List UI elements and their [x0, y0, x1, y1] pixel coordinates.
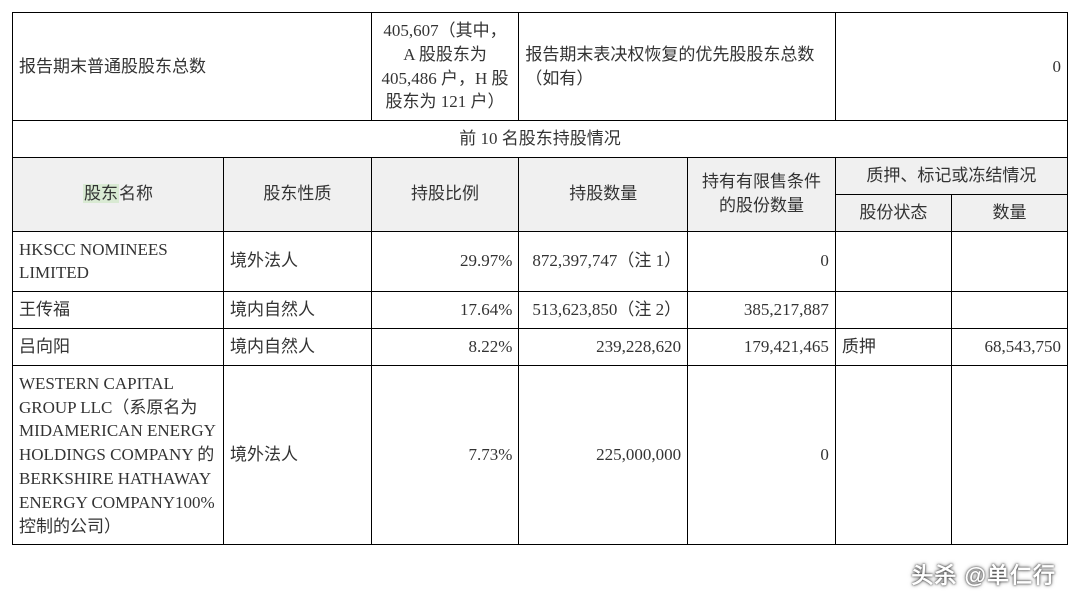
- table-row: WESTERN CAPITAL GROUP LLC（系原名为 MIDAMERIC…: [13, 365, 1068, 545]
- cell-restricted: 385,217,887: [688, 292, 836, 329]
- col-name: 股东名称: [13, 157, 224, 231]
- cell-ratio: 17.64%: [371, 292, 519, 329]
- cell-pqty: [951, 292, 1067, 329]
- cell-name: 王传福: [13, 292, 224, 329]
- watermark: 头杀 @单仁行: [911, 558, 1056, 590]
- cell-name: HKSCC NOMINEES LIMITED: [13, 231, 224, 292]
- summary-right-label: 报告期末表决权恢复的优先股股东总数（如有）: [519, 13, 835, 121]
- cell-qty: 872,397,747（注 1）: [519, 231, 688, 292]
- cell-pqty: [951, 365, 1067, 545]
- col-pledge-group: 质押、标记或冻结情况: [835, 157, 1067, 194]
- cell-nature: 境内自然人: [224, 328, 372, 365]
- summary-row: 报告期末普通股股东总数 405,607（其中，A 股股东为 405,486 户，…: [13, 13, 1068, 121]
- cell-nature: 境外法人: [224, 365, 372, 545]
- header-row-1: 股东名称 股东性质 持股比例 持股数量 持有有限售条件的股份数量 质押、标记或冻…: [13, 157, 1068, 194]
- col-qty: 持股数量: [519, 157, 688, 231]
- section-title: 前 10 名股东持股情况: [13, 121, 1068, 158]
- col-pledge-qty: 数量: [951, 194, 1067, 231]
- cell-qty: 239,228,620: [519, 328, 688, 365]
- cell-status: [835, 231, 951, 292]
- table-row: 吕向阳 境内自然人 8.22% 239,228,620 179,421,465 …: [13, 328, 1068, 365]
- cell-nature: 境外法人: [224, 231, 372, 292]
- col-ratio: 持股比例: [371, 157, 519, 231]
- cell-status: [835, 292, 951, 329]
- cell-restricted: 179,421,465: [688, 328, 836, 365]
- cell-status: [835, 365, 951, 545]
- cell-qty: 225,000,000: [519, 365, 688, 545]
- shareholder-table: 报告期末普通股股东总数 405,607（其中，A 股股东为 405,486 户，…: [12, 12, 1068, 545]
- cell-nature: 境内自然人: [224, 292, 372, 329]
- cell-ratio: 29.97%: [371, 231, 519, 292]
- cell-restricted: 0: [688, 365, 836, 545]
- cell-pqty: [951, 231, 1067, 292]
- cell-qty: 513,623,850（注 2）: [519, 292, 688, 329]
- col-name-hl: 股东: [83, 184, 119, 203]
- table-row: 王传福 境内自然人 17.64% 513,623,850（注 2） 385,21…: [13, 292, 1068, 329]
- col-restricted: 持有有限售条件的股份数量: [688, 157, 836, 231]
- cell-restricted: 0: [688, 231, 836, 292]
- cell-ratio: 8.22%: [371, 328, 519, 365]
- summary-right-value: 0: [835, 13, 1067, 121]
- col-name-rest: 名称: [119, 184, 153, 203]
- table-row: HKSCC NOMINEES LIMITED 境外法人 29.97% 872,3…: [13, 231, 1068, 292]
- cell-pqty: 68,543,750: [951, 328, 1067, 365]
- summary-left-label: 报告期末普通股股东总数: [13, 13, 372, 121]
- col-pledge-status: 股份状态: [835, 194, 951, 231]
- col-nature: 股东性质: [224, 157, 372, 231]
- summary-left-value: 405,607（其中，A 股股东为 405,486 户，H 股股东为 121 户…: [371, 13, 519, 121]
- cell-name: WESTERN CAPITAL GROUP LLC（系原名为 MIDAMERIC…: [13, 365, 224, 545]
- cell-status: 质押: [835, 328, 951, 365]
- section-title-row: 前 10 名股东持股情况: [13, 121, 1068, 158]
- cell-name: 吕向阳: [13, 328, 224, 365]
- cell-ratio: 7.73%: [371, 365, 519, 545]
